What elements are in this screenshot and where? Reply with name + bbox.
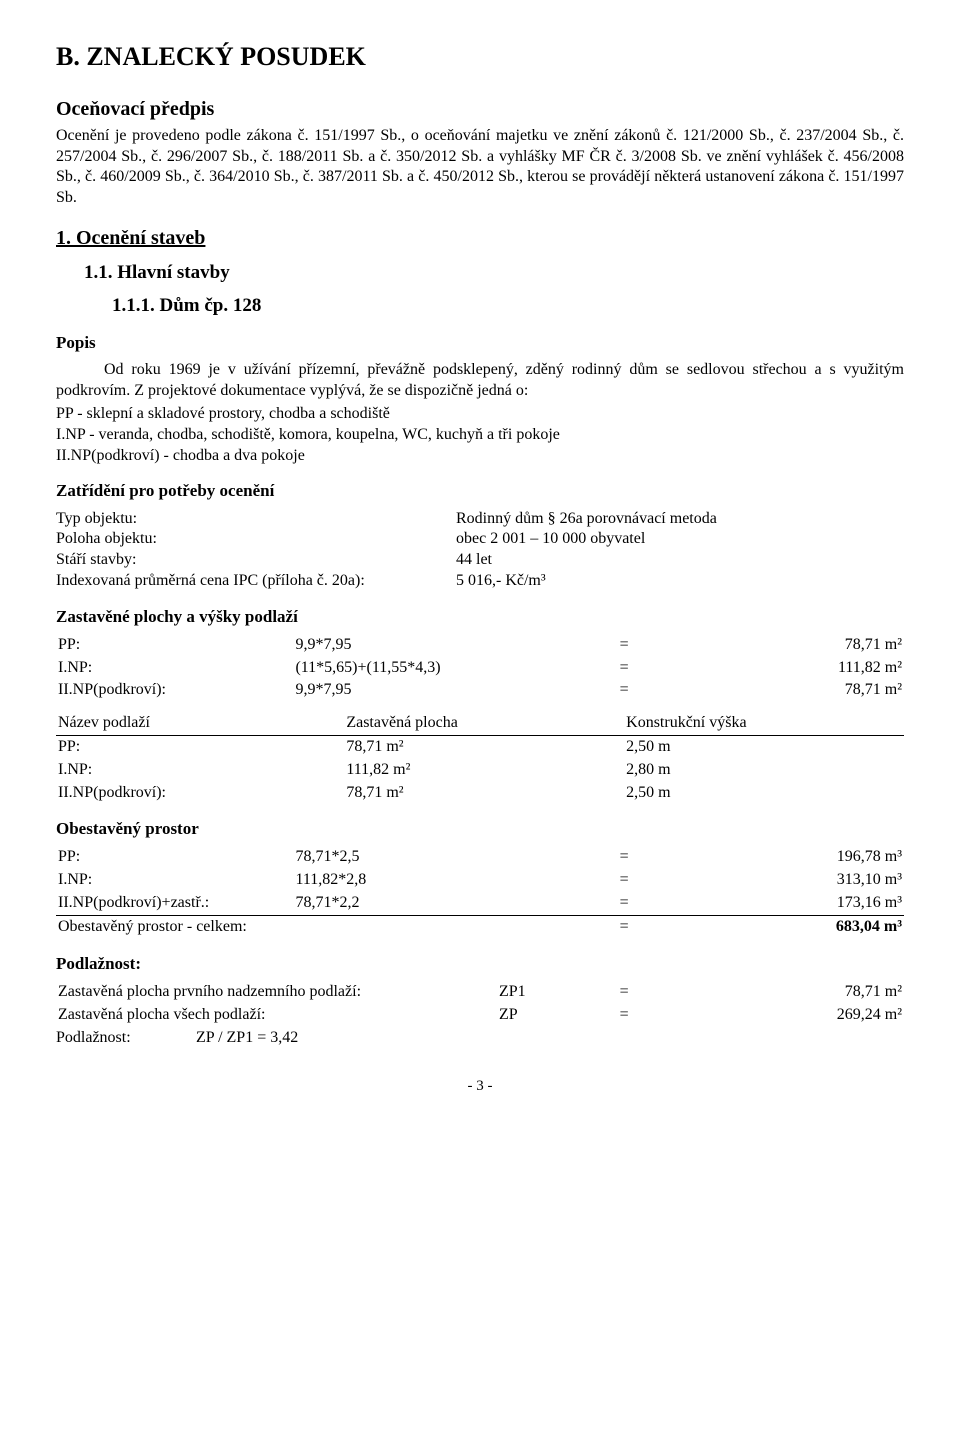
table-row: I.NP: 111,82*2,8 = 313,10 m³: [56, 869, 904, 892]
table-row: Zastavěná plocha prvního nadzemního podl…: [56, 981, 904, 1004]
table-row: II.NP(podkroví): 9,9*7,95 = 78,71 m²: [56, 679, 904, 702]
cell: I.NP:: [56, 657, 293, 680]
cell: PP:: [56, 736, 344, 759]
table-header-row: Název podlaží Zastavěná plocha Konstrukč…: [56, 712, 904, 735]
cell: 78,71 m²: [650, 679, 904, 702]
cell: Zastavěná plocha: [344, 712, 624, 735]
cell: 2,80 m: [624, 759, 904, 782]
kv-label: Typ objektu:: [56, 509, 456, 530]
kv-value: Rodinný dům § 26a porovnávací metoda: [456, 509, 904, 530]
kv-label: Indexovaná průměrná cena IPC (příloha č.…: [56, 571, 456, 592]
kv-row-ipc: Indexovaná průměrná cena IPC (příloha č.…: [56, 571, 904, 592]
cell: 313,10 m³: [650, 869, 904, 892]
cell: 173,16 m³: [650, 892, 904, 915]
cell: 9,9*7,95: [293, 679, 598, 702]
kv-value: 5 016,- Kč/m³: [456, 571, 904, 592]
section-1-heading: 1. Ocenění staveb: [56, 225, 904, 251]
cell: PP:: [56, 634, 293, 657]
cell: Zastavěná plocha prvního nadzemního podl…: [56, 981, 497, 1004]
pricing-regulation-heading: Oceňovací předpis: [56, 96, 904, 122]
cell: 78,71 m²: [344, 736, 624, 759]
cell: 78,71 m²: [650, 981, 904, 1004]
cell: 78,71 m²: [650, 634, 904, 657]
cell: ZP1: [497, 981, 599, 1004]
cell: 269,24 m²: [650, 1004, 904, 1027]
description-line-iinp: II.NP(podkroví) - chodba a dva pokoje: [56, 446, 904, 467]
classification-heading: Zatřídění pro potřeby ocenění: [56, 480, 904, 502]
cell: =: [599, 657, 650, 680]
kv-value: ZP / ZP1 = 3,42: [196, 1028, 298, 1049]
intro-paragraph: Ocenění je provedeno podle zákona č. 151…: [56, 126, 904, 209]
description-heading: Popis: [56, 332, 904, 354]
cell: (11*5,65)+(11,55*4,3): [293, 657, 598, 680]
storeys-ratio-row: Podlažnost: ZP / ZP1 = 3,42: [56, 1028, 904, 1049]
table-row: PP: 78,71 m² 2,50 m: [56, 736, 904, 759]
cell: Obestavěný prostor - celkem:: [56, 915, 599, 938]
table-row: I.NP: (11*5,65)+(11,55*4,3) = 111,82 m²: [56, 657, 904, 680]
enclosed-space-table: PP: 78,71*2,5 = 196,78 m³ I.NP: 111,82*2…: [56, 846, 904, 938]
cell: =: [599, 869, 650, 892]
cell: ZP: [497, 1004, 599, 1027]
cell: Název podlaží: [56, 712, 344, 735]
cell: 196,78 m³: [650, 846, 904, 869]
cell: 78,71*2,2: [293, 892, 598, 915]
built-area-heading: Zastavěné plochy a výšky podlaží: [56, 606, 904, 628]
built-area-table: PP: 9,9*7,95 = 78,71 m² I.NP: (11*5,65)+…: [56, 634, 904, 702]
cell: I.NP:: [56, 869, 293, 892]
storeys-heading: Podlažnost:: [56, 953, 904, 975]
cell: =: [599, 634, 650, 657]
description-paragraph: Od roku 1969 je v užívání přízemní, přev…: [56, 360, 904, 402]
cell: 78,71 m²: [344, 782, 624, 805]
description-line-inp: I.NP - veranda, chodba, schodiště, komor…: [56, 425, 904, 446]
cell: II.NP(podkroví):: [56, 782, 344, 805]
cell: =: [599, 1004, 650, 1027]
cell: =: [599, 981, 650, 1004]
cell: 78,71*2,5: [293, 846, 598, 869]
section-1-1-1-heading: 1.1.1. Dům čp. 128: [112, 294, 904, 319]
kv-label: Poloha objektu:: [56, 529, 456, 550]
cell: 111,82 m²: [650, 657, 904, 680]
kv-row-location: Poloha objektu: obec 2 001 – 10 000 obyv…: [56, 529, 904, 550]
kv-value: 44 let: [456, 550, 904, 571]
table-row: Zastavěná plocha všech podlaží: ZP = 269…: [56, 1004, 904, 1027]
section-1-1-heading: 1.1. Hlavní stavby: [84, 261, 904, 286]
table-row: I.NP: 111,82 m² 2,80 m: [56, 759, 904, 782]
cell: 2,50 m: [624, 782, 904, 805]
table-row: PP: 78,71*2,5 = 196,78 m³: [56, 846, 904, 869]
cell: =: [599, 915, 650, 938]
cell: =: [599, 679, 650, 702]
kv-row-age: Stáří stavby: 44 let: [56, 550, 904, 571]
kv-label: Stáří stavby:: [56, 550, 456, 571]
cell: PP:: [56, 846, 293, 869]
cell: II.NP(podkroví):: [56, 679, 293, 702]
enclosed-space-heading: Obestavěný prostor: [56, 818, 904, 840]
kv-row-type: Typ objektu: Rodinný dům § 26a porovnáva…: [56, 509, 904, 530]
cell: =: [599, 892, 650, 915]
cell: II.NP(podkroví)+zastř.:: [56, 892, 293, 915]
main-title: B. ZNALECKÝ POSUDEK: [56, 40, 904, 74]
cell: 9,9*7,95: [293, 634, 598, 657]
cell: Zastavěná plocha všech podlaží:: [56, 1004, 497, 1027]
storeys-table: Zastavěná plocha prvního nadzemního podl…: [56, 981, 904, 1027]
cell: Konstrukční výška: [624, 712, 904, 735]
cell: 111,82 m²: [344, 759, 624, 782]
table-total-row: Obestavěný prostor - celkem: = 683,04 m³: [56, 915, 904, 938]
cell: 2,50 m: [624, 736, 904, 759]
table-row: PP: 9,9*7,95 = 78,71 m²: [56, 634, 904, 657]
table-row: II.NP(podkroví)+zastř.: 78,71*2,2 = 173,…: [56, 892, 904, 915]
page-number: - 3 -: [56, 1077, 904, 1097]
description-line-pp: PP - sklepní a skladové prostory, chodba…: [56, 404, 904, 425]
floor-height-table: Název podlaží Zastavěná plocha Konstrukč…: [56, 712, 904, 804]
table-row: II.NP(podkroví): 78,71 m² 2,50 m: [56, 782, 904, 805]
kv-value: obec 2 001 – 10 000 obyvatel: [456, 529, 904, 550]
cell: =: [599, 846, 650, 869]
cell: I.NP:: [56, 759, 344, 782]
kv-label: Podlažnost:: [56, 1028, 196, 1049]
cell: 111,82*2,8: [293, 869, 598, 892]
cell: 683,04 m³: [650, 915, 904, 938]
